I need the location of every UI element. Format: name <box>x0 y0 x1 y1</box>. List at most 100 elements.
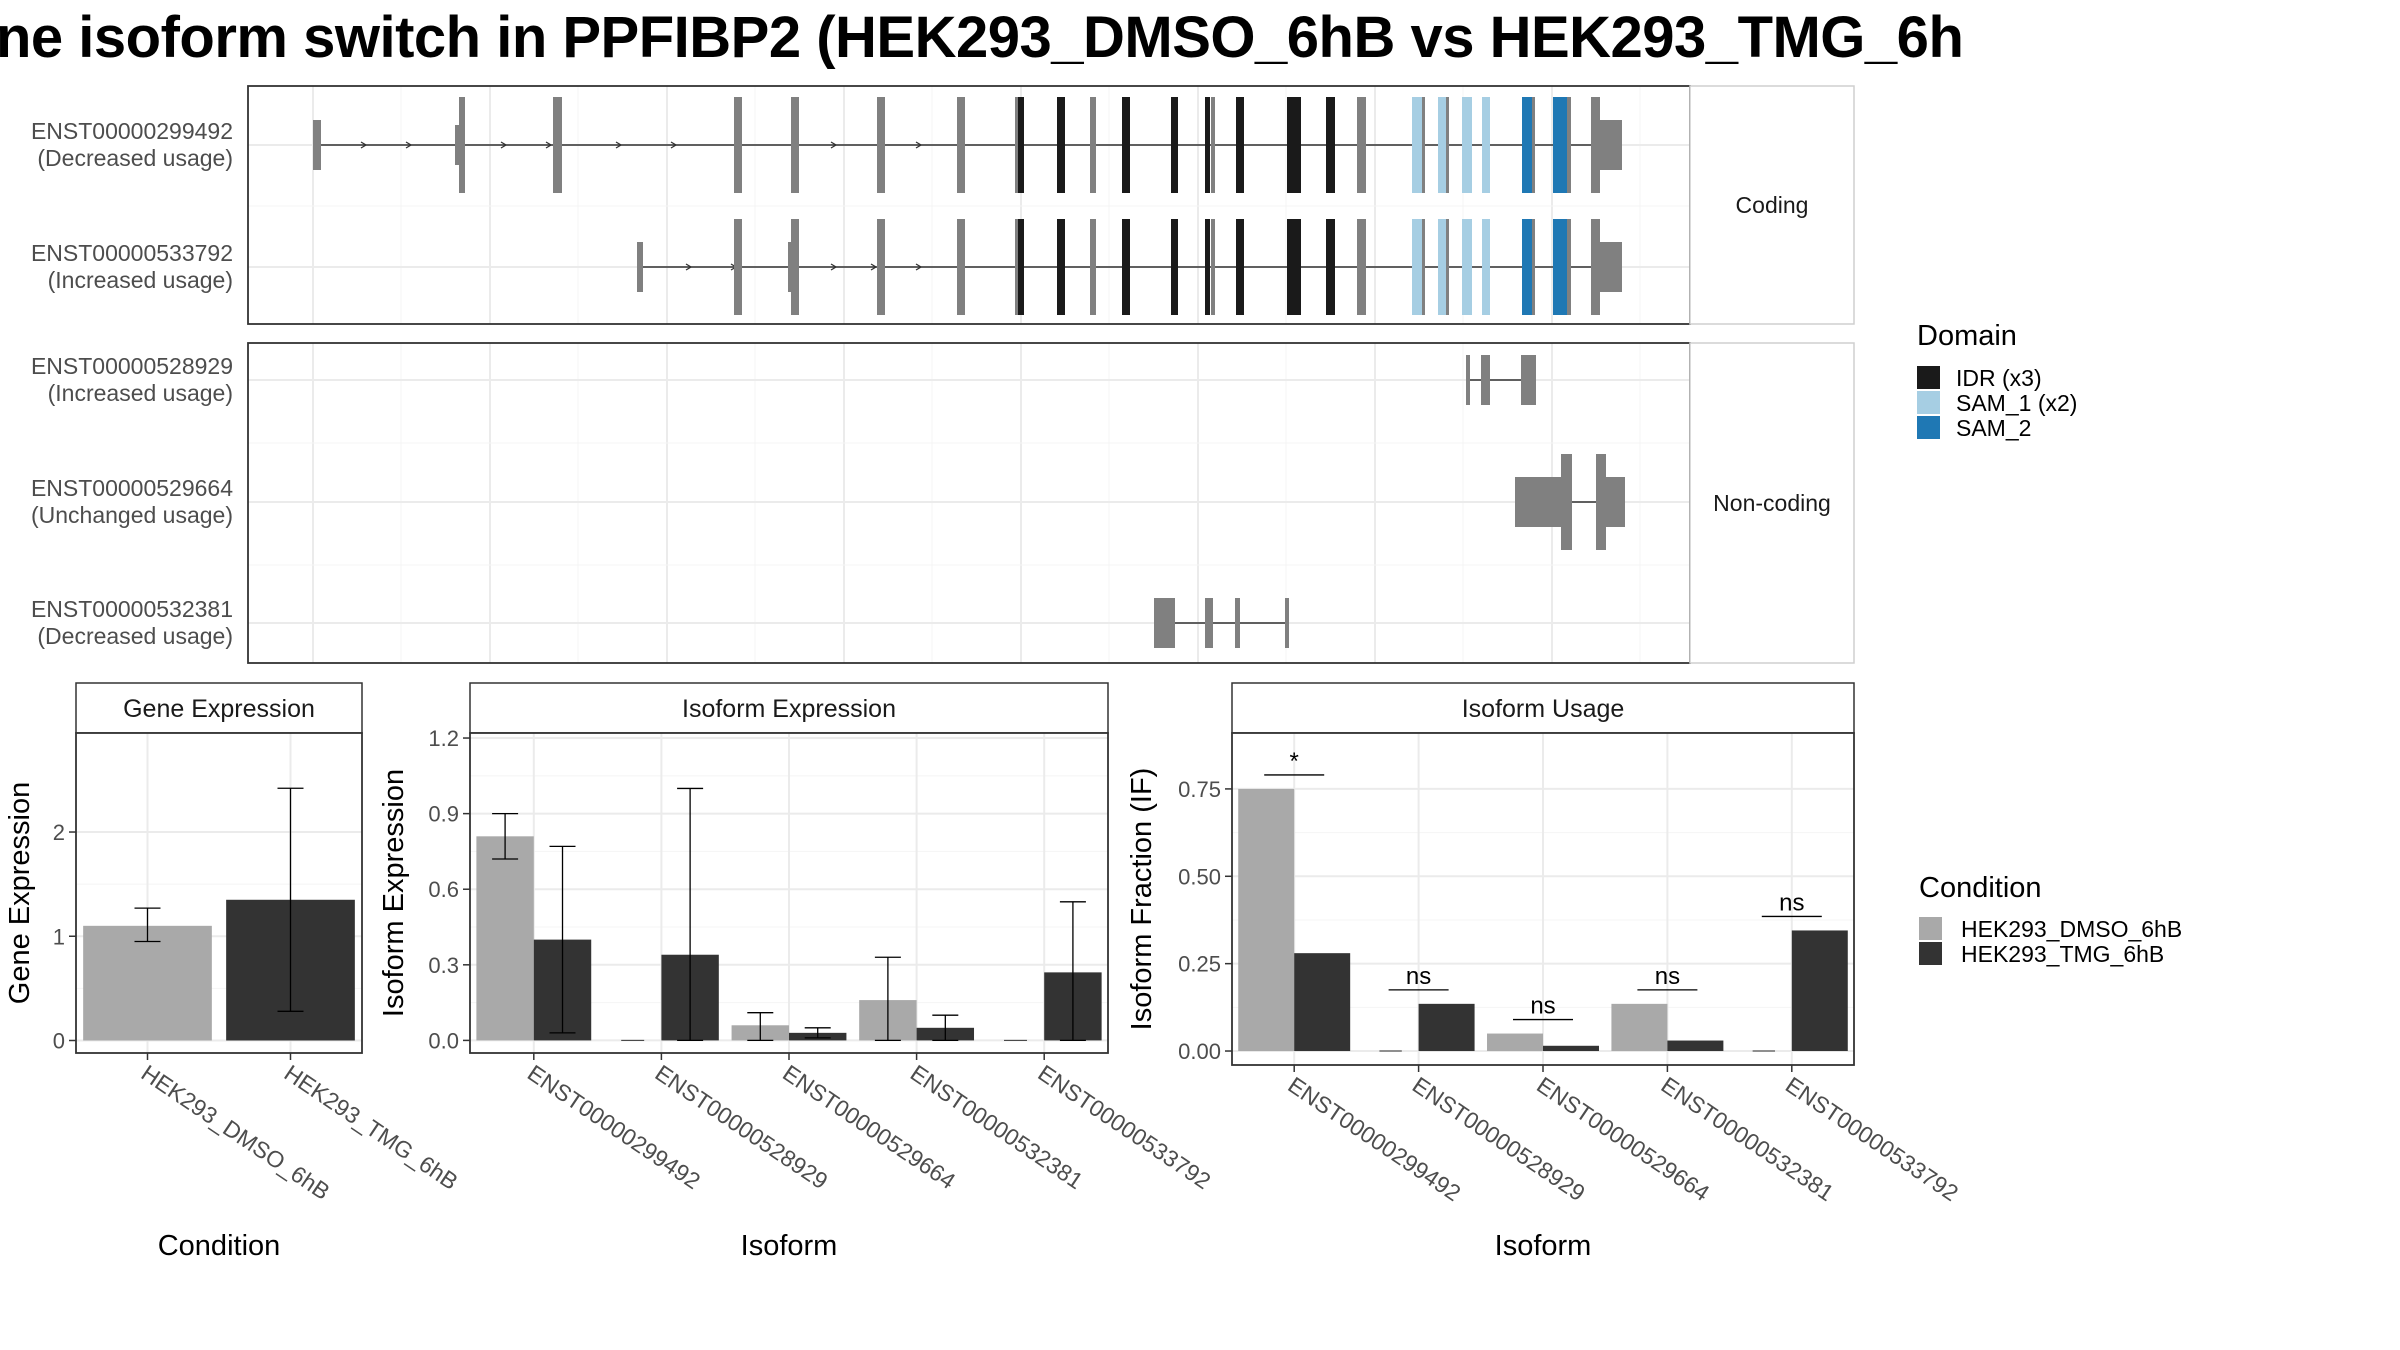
exon <box>1466 355 1470 405</box>
exon <box>553 97 562 193</box>
y-tick-label: 2 <box>53 820 65 845</box>
y-tick-label: 0.0 <box>428 1028 459 1053</box>
exon <box>1591 97 1600 193</box>
y-tick-label: 0.25 <box>1178 952 1221 977</box>
exon <box>1438 97 1448 193</box>
domain-legend-label: SAM_2 <box>1956 415 2031 441</box>
figure-title: ne isoform switch in PPFIBP2 (HEK293_DMS… <box>0 5 1964 70</box>
exon <box>1522 97 1532 193</box>
strand-arrow <box>500 141 508 149</box>
condition-legend-label: HEK293_TMG_6hB <box>1961 941 2164 967</box>
panel-strip <box>75 682 363 734</box>
y-tick-label: 1 <box>53 924 65 949</box>
strand-arrow <box>685 263 693 271</box>
exon <box>1605 477 1625 527</box>
bar <box>83 925 212 1041</box>
exon <box>1236 219 1244 315</box>
transcript-label: ENST00000529664 <box>31 475 233 501</box>
exon <box>1446 219 1449 315</box>
exon <box>1357 219 1366 315</box>
exon <box>455 125 459 165</box>
exon <box>1018 97 1024 193</box>
exon <box>1211 219 1215 315</box>
bar <box>1418 1003 1475 1052</box>
exon <box>1326 97 1335 193</box>
exon <box>1235 598 1240 648</box>
exon <box>877 219 885 315</box>
exon <box>1462 219 1472 315</box>
exon <box>637 242 643 292</box>
exon <box>1600 242 1622 292</box>
exon <box>1236 97 1244 193</box>
transcript-usage-label: (Increased usage) <box>48 267 233 293</box>
exon <box>957 219 965 315</box>
transcript-usage-label: (Unchanged usage) <box>31 502 233 528</box>
exon <box>1122 219 1130 315</box>
exon <box>1171 97 1178 193</box>
strand-arrow <box>870 263 878 271</box>
exon <box>1015 97 1018 193</box>
x-axis-label: Condition <box>158 1230 281 1262</box>
x-axis-label: Isoform <box>1495 1230 1592 1262</box>
bar <box>476 836 534 1041</box>
transcript-label: ENST00000532381 <box>31 596 233 622</box>
exon <box>1357 97 1366 193</box>
exon <box>1553 219 1567 315</box>
exon <box>1561 454 1572 550</box>
y-axis-label: Isoform Expression <box>378 769 410 1017</box>
strand-arrow <box>360 141 368 149</box>
bar <box>1667 1040 1724 1052</box>
exon <box>1422 97 1425 193</box>
facet-strip <box>1689 342 1855 664</box>
y-tick-label: 0.00 <box>1178 1039 1221 1064</box>
strand-arrow <box>670 141 678 149</box>
panel-strip-title: Gene Expression <box>123 695 315 723</box>
exon <box>1532 219 1535 315</box>
y-tick-label: 0.6 <box>428 877 459 902</box>
panel-border <box>75 732 363 1054</box>
panel-strip <box>469 682 1109 734</box>
transcript-usage-label: (Decreased usage) <box>37 145 233 171</box>
exon <box>1122 97 1130 193</box>
significance-label: ns <box>1406 963 1431 990</box>
x-axis-label: Isoform <box>741 1230 838 1262</box>
exon <box>734 97 742 193</box>
strand-arrow <box>405 141 413 149</box>
exon <box>1522 219 1532 315</box>
condition-legend-key <box>1919 917 1942 940</box>
y-tick-label: 0.50 <box>1178 864 1221 889</box>
exon <box>1205 97 1210 193</box>
y-axis-label: Gene Expression <box>4 782 36 1004</box>
strand-arrow <box>830 263 838 271</box>
structure-panel-bg <box>248 86 1690 324</box>
exon <box>1057 97 1065 193</box>
exon <box>1057 219 1065 315</box>
exon <box>1438 219 1448 315</box>
y-axis-label: Isoform Fraction (IF) <box>1126 768 1158 1031</box>
y-tick-label: 0 <box>53 1028 65 1053</box>
exon <box>1600 120 1622 170</box>
exon <box>459 97 465 193</box>
strand-arrow <box>915 263 923 271</box>
strand-arrow <box>915 141 923 149</box>
significance-label: ns <box>1779 889 1804 916</box>
exon <box>1326 219 1335 315</box>
exon <box>1412 97 1424 193</box>
panel-strip-title: Isoform Usage <box>1462 695 1625 723</box>
exon <box>1482 97 1490 193</box>
exon <box>1171 219 1178 315</box>
exon <box>1482 219 1490 315</box>
exon <box>791 97 799 193</box>
exon <box>734 219 742 315</box>
y-tick-label: 0.3 <box>428 953 459 978</box>
bar <box>1294 953 1351 1052</box>
exon <box>1018 219 1024 315</box>
facet-strip-label: Coding <box>1736 192 1809 218</box>
exon <box>1521 355 1536 405</box>
exon <box>313 120 321 170</box>
exon <box>1481 355 1490 405</box>
exon <box>957 97 965 193</box>
exon <box>1205 219 1210 315</box>
domain-legend-key <box>1917 391 1940 414</box>
